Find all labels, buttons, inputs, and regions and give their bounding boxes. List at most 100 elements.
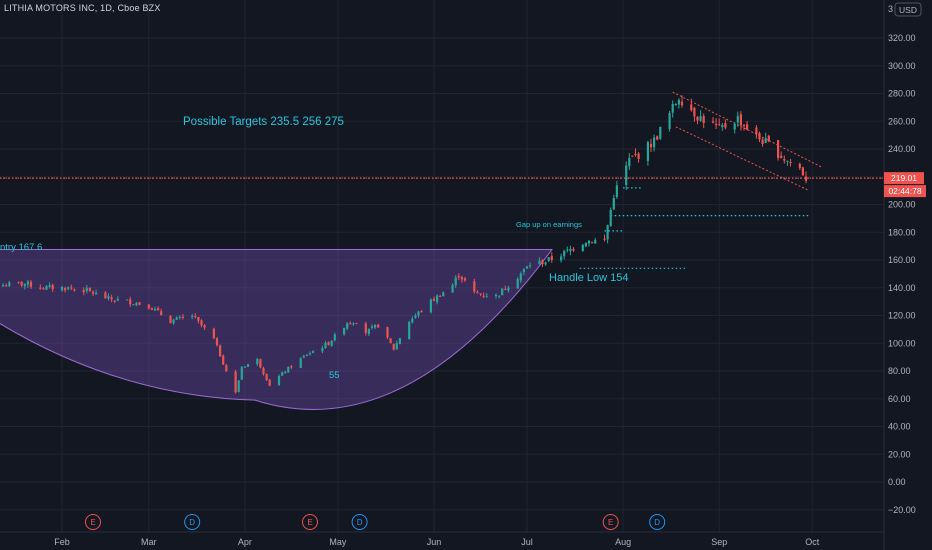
candle-body <box>126 299 129 301</box>
countdown-value: 02:44:78 <box>888 186 921 196</box>
time-axis[interactable]: Feb Mar Apr May Jun Jul Aug Sep Oct <box>0 531 884 547</box>
symbol-title[interactable]: LITHIA MOTORS INC, 1D, Cboe BZX <box>4 3 161 13</box>
candle-body <box>711 121 715 123</box>
candle-body <box>107 296 110 299</box>
earnings-event-marker[interactable]: E <box>602 514 619 530</box>
candle-body <box>591 242 594 244</box>
candle-body <box>758 132 761 140</box>
candle-body <box>367 328 370 334</box>
dividend-event-marker[interactable]: D <box>184 514 201 530</box>
candle-body <box>411 318 414 323</box>
candle-body <box>95 292 98 295</box>
candle-body <box>615 185 618 198</box>
targets-annotation: Possible Targets 235.5 256 275 <box>183 116 344 128</box>
candle-body <box>746 124 749 130</box>
candle-body <box>798 163 801 169</box>
cup-shape <box>0 248 553 410</box>
candle-body <box>212 328 215 339</box>
price-tick-label: 20.00 <box>888 449 911 459</box>
candle-body <box>584 242 587 247</box>
candle-body <box>160 311 163 316</box>
price-tick-label: 140.00 <box>888 283 916 293</box>
candle-body <box>45 286 48 290</box>
price-axis[interactable]: 320.00300.00280.00260.00240.00220.00200.… <box>883 0 926 550</box>
event-marker-letter: E <box>90 518 95 527</box>
candle-body <box>321 347 324 352</box>
candle-body <box>625 165 628 185</box>
candle-body <box>377 324 380 328</box>
cup-low-annotation: 55 <box>329 370 340 381</box>
candle-body <box>389 338 392 344</box>
candle-body <box>541 260 544 265</box>
dividend-event-marker[interactable]: D <box>351 514 368 530</box>
cup-pattern-shape <box>0 248 553 410</box>
candle-body <box>764 138 767 143</box>
candle-body <box>718 124 721 126</box>
candle-body <box>504 289 507 291</box>
candle-body <box>560 256 563 261</box>
candle-body <box>172 319 175 324</box>
candle-body <box>70 287 73 289</box>
candle-body <box>544 262 547 265</box>
candle-body <box>420 311 423 313</box>
candle-body <box>587 240 591 244</box>
candle-body <box>284 371 287 373</box>
candle-body <box>67 287 70 289</box>
price-ticks: 320.00300.00280.00260.00240.00220.00200.… <box>888 33 916 515</box>
candle-body <box>454 277 457 286</box>
candle-body <box>463 278 467 281</box>
time-tick-label: Jul <box>521 537 533 547</box>
candle-body <box>715 123 718 126</box>
candle-body <box>262 368 265 374</box>
price-tick-label: −20.00 <box>888 505 916 515</box>
price-tick-label: 180.00 <box>888 227 916 237</box>
gap-annotation: Gap up on earnings <box>516 220 582 229</box>
candle-body <box>482 295 485 297</box>
candle-body <box>606 225 609 240</box>
candle-body <box>88 287 91 291</box>
candle-body <box>194 315 197 317</box>
candle-body <box>324 343 327 348</box>
candle-body <box>364 323 367 334</box>
candle-body <box>485 296 488 298</box>
last-price-badge: 219.01 02:44:78 <box>884 172 926 198</box>
candle-body <box>603 238 606 240</box>
candle-body <box>476 292 479 294</box>
candle-body <box>29 281 33 287</box>
candle-body <box>755 127 758 134</box>
descending-channel <box>672 91 822 192</box>
earnings-event-marker[interactable]: E <box>302 514 318 530</box>
candle-body <box>507 287 510 291</box>
candle-body <box>699 116 702 121</box>
candle-body <box>281 372 284 376</box>
candle-body <box>355 323 358 325</box>
earnings-event-marker[interactable]: E <box>85 514 101 530</box>
channel-lower-line <box>675 126 810 192</box>
candle-body <box>656 136 659 140</box>
price-tick-label: 40.00 <box>888 422 911 432</box>
candle-body <box>612 198 615 210</box>
dividend-event-marker[interactable]: D <box>649 514 666 530</box>
candle-body <box>290 366 293 368</box>
candle-body <box>392 344 395 350</box>
currency-badge[interactable]: USD <box>894 2 922 17</box>
candle-body <box>525 266 529 269</box>
candle-body <box>374 325 377 328</box>
candle-body <box>346 323 349 329</box>
candle-body <box>432 298 436 301</box>
candle-body <box>197 316 200 321</box>
time-tick-label: Sep <box>711 537 727 547</box>
time-tick-label: May <box>329 537 347 547</box>
candle-body <box>91 291 95 294</box>
candle-body <box>265 373 268 381</box>
candle-body <box>2 285 5 287</box>
candle-body <box>234 371 237 393</box>
candle-body <box>135 303 138 306</box>
candle-body <box>634 153 637 156</box>
candle-body <box>494 294 498 296</box>
candle-body <box>550 256 553 260</box>
candle-body <box>308 353 312 355</box>
candle-body <box>609 209 612 227</box>
candle-body <box>777 140 780 158</box>
